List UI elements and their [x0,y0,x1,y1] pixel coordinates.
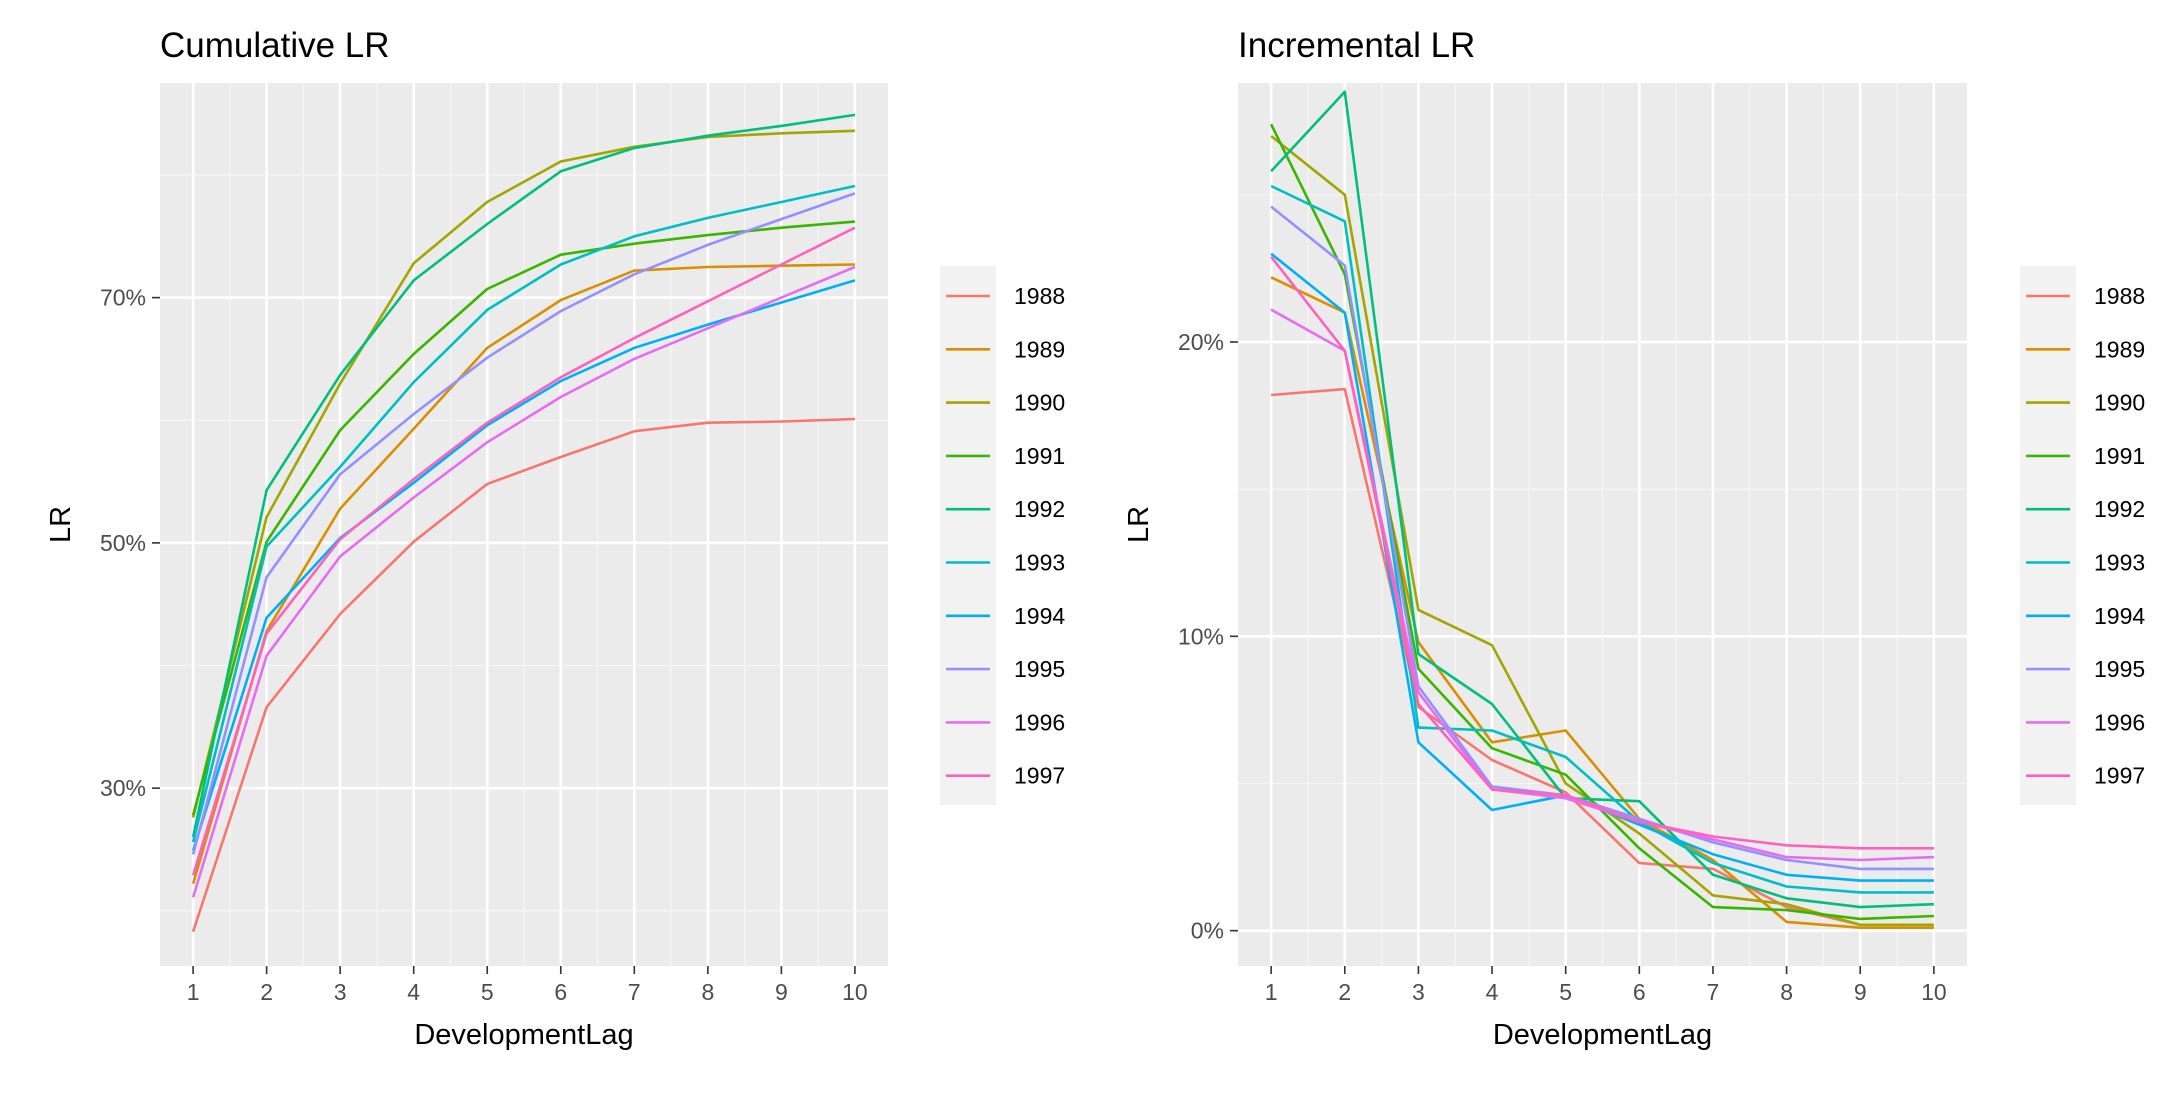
legend: 1988 1989 1990 1991 1992 1993 1994 1995 1996 1997 [940,266,1065,805]
legend-label: 1992 [2094,496,2145,522]
series-line-1993 [191,184,856,843]
x-axis-label: DevelopmentLag [1493,1019,1712,1051]
legend-label: 1993 [2094,550,2145,576]
legend: 1988 1989 1990 1991 1992 1993 1994 1995 1996 1997 [2020,266,2145,805]
legend-key-background [940,266,996,805]
x-tick-label: 6 [1633,979,1646,1005]
series-line-1995 [191,192,856,855]
x-tick-label: 3 [1412,979,1425,1005]
legend-label: 1991 [2094,443,2145,469]
series-line-1988 [1270,387,1934,927]
legend-label: 1994 [1014,603,1065,629]
incremental-lr-panel: 1 2 3 4 5 6 7 8 9 10 0% 10% 20% Incremental LR Develop… [1123,26,2145,1051]
x-tick-label: 7 [1707,979,1720,1005]
x-tick-label: 1 [187,979,200,1005]
series-line-1989 [191,263,855,885]
series-line-1996 [191,265,856,898]
y-tick-label: 50% [100,530,146,556]
y-tick-label: 30% [100,775,146,801]
y-tick-label: 0% [1191,918,1224,944]
y-tick-label: 10% [1178,623,1224,649]
x-tick-label: 2 [1338,979,1351,1005]
chart-title: Incremental LR [1238,26,1475,65]
legend-label: 1997 [1014,763,1065,789]
series-line-1997 [191,226,856,876]
legend-label: 1988 [1014,283,1065,309]
x-axis-label: DevelopmentLag [414,1019,633,1051]
y-tick-label: 70% [100,285,146,311]
x-tick-label: 10 [842,979,868,1005]
legend-label: 1989 [1014,336,1065,362]
legend-label: 1995 [1014,656,1065,682]
x-tick-label: 9 [1854,979,1867,1005]
legend-label: 1997 [2094,763,2145,789]
series-line-1988 [191,417,855,933]
x-tick-label: 4 [1486,979,1499,1005]
legend-label: 1991 [1014,443,1065,469]
series-line-1992 [191,113,856,838]
cumulative-lr-panel: 1 2 3 4 5 6 7 8 9 10 30% 50% 70% Cumulative LR Develop… [45,26,1065,1051]
legend-label: 1993 [1014,550,1065,576]
chart-title: Cumulative LR [160,26,390,65]
legend-label: 1992 [1014,496,1065,522]
series-line-1995 [1270,205,1934,871]
x-tick-label: 10 [1921,979,1947,1005]
legend-label: 1994 [2094,603,2145,629]
legend-key-background [2020,266,2076,805]
x-tick-label: 8 [701,979,714,1005]
y-axis-label: LR [1123,506,1155,543]
x-tick-label: 5 [1559,979,1572,1005]
legend-label: 1988 [2094,283,2145,309]
series-line-1992 [1270,90,1934,909]
y-tick-label: 20% [1178,329,1224,355]
legend-label: 1996 [2094,709,2145,735]
legend-label: 1996 [1014,709,1065,735]
x-tick-label: 3 [334,979,347,1005]
x-tick-label: 4 [407,979,420,1005]
series-line-1997 [1270,255,1934,850]
legend-label: 1990 [1014,390,1065,416]
y-axis-label: LR [45,506,77,543]
x-tick-label: 6 [554,979,567,1005]
legend-label: 1995 [2094,656,2145,682]
legend-label: 1989 [2094,336,2145,362]
x-tick-label: 5 [481,979,494,1005]
x-tick-label: 8 [1780,979,1793,1005]
x-tick-label: 1 [1265,979,1278,1005]
x-tick-label: 7 [628,979,641,1005]
x-tick-label: 9 [775,979,788,1005]
series-line-1990 [191,129,855,818]
x-tick-label: 2 [260,979,273,1005]
legend-label: 1990 [2094,390,2145,416]
